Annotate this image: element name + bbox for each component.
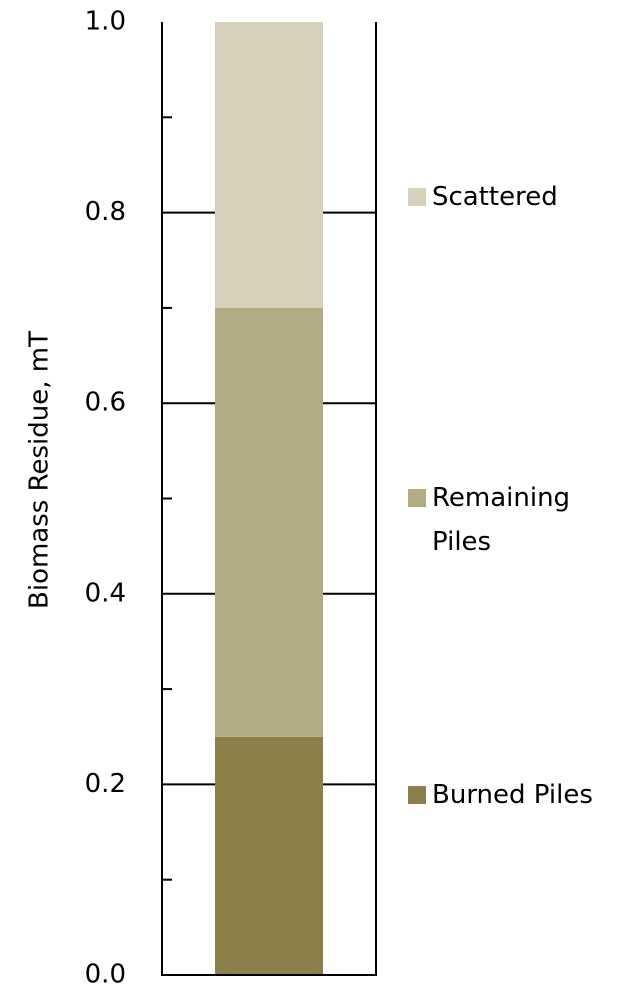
legend-item: Remaining Piles bbox=[408, 476, 582, 564]
y-tick-label: 0.0 bbox=[85, 960, 126, 990]
y-tick-label: 0.8 bbox=[85, 197, 126, 227]
y-tick-label: 0.2 bbox=[85, 769, 126, 799]
legend-item: Scattered bbox=[408, 175, 622, 219]
legend-label: Scattered bbox=[432, 182, 558, 212]
y-tick-label: 0.6 bbox=[85, 388, 126, 418]
legend-swatch bbox=[408, 786, 426, 804]
y-axis-label: Biomass Residue, mT bbox=[25, 331, 55, 609]
y-tick-label: 0.4 bbox=[85, 578, 126, 608]
legend-swatch bbox=[408, 188, 426, 206]
bar-segment bbox=[215, 22, 323, 308]
legend-label: Remaining Piles bbox=[432, 483, 571, 557]
legend-item: Burned Piles bbox=[408, 773, 622, 817]
legend-label: Burned Piles bbox=[432, 780, 593, 810]
y-tick-label: 1.0 bbox=[85, 7, 126, 37]
bar-segment bbox=[215, 307, 323, 737]
legend-swatch bbox=[408, 489, 426, 507]
bar-segment bbox=[215, 736, 323, 975]
